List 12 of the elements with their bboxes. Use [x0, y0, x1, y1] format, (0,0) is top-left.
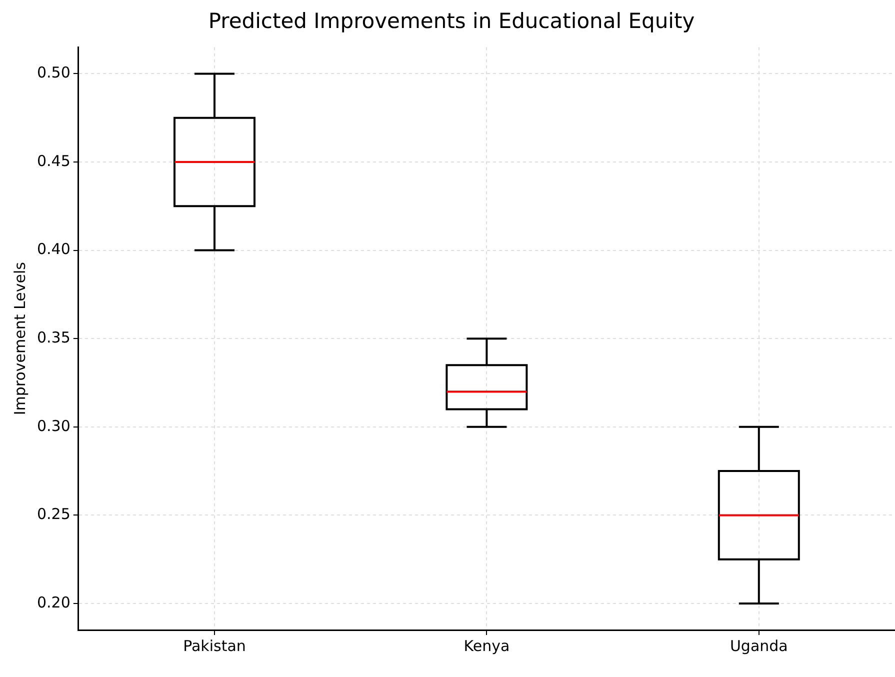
y-axis-title: Improvement Levels: [10, 262, 29, 416]
y-tick-label: 0.45: [36, 152, 70, 170]
x-tick-label: Kenya: [464, 636, 510, 655]
chart-title: Predicted Improvements in Educational Equity: [208, 9, 695, 34]
x-tick-label: Pakistan: [183, 636, 246, 655]
y-tick-label: 0.25: [36, 505, 70, 524]
y-tick-label: 0.30: [36, 416, 70, 435]
y-tick-label: 0.40: [36, 240, 70, 258]
y-tick-label: 0.50: [36, 64, 70, 82]
y-tick-label: 0.20: [36, 593, 70, 612]
x-tick-label: Uganda: [730, 636, 788, 655]
y-tick-label: 0.35: [36, 328, 70, 346]
